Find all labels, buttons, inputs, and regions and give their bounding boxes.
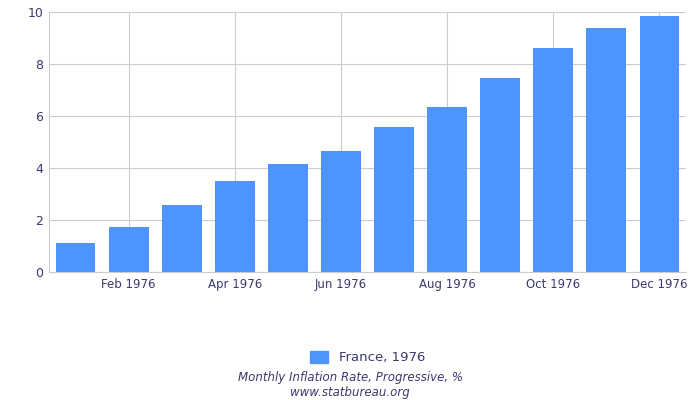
Bar [321, 151, 361, 272]
Legend: France, 1976: France, 1976 [310, 351, 425, 364]
Bar [55, 243, 95, 272]
Bar [215, 181, 255, 272]
Bar [587, 28, 626, 272]
Text: www.statbureau.org: www.statbureau.org [290, 386, 410, 399]
Bar [162, 205, 202, 272]
Bar [640, 16, 680, 272]
Bar [108, 226, 148, 272]
Text: Monthly Inflation Rate, Progressive, %: Monthly Inflation Rate, Progressive, % [237, 372, 463, 384]
Bar [480, 78, 520, 272]
Bar [268, 164, 308, 272]
Bar [533, 48, 573, 272]
Bar [374, 127, 414, 272]
Bar [427, 107, 467, 272]
